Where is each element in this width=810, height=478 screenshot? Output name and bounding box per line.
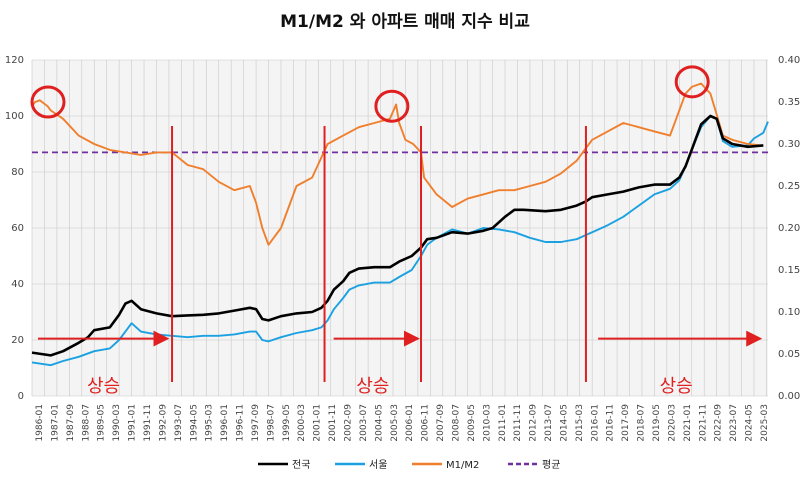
x-tick-label: 2001-11	[328, 404, 338, 442]
grid	[31, 59, 768, 397]
series-line-m1m2	[31, 82, 764, 246]
y-left-tick-label: 20	[11, 335, 24, 346]
x-tick-label: 2012-09	[529, 404, 539, 442]
peak-circle	[674, 65, 710, 99]
legend-label: 전국	[292, 459, 310, 471]
rise-label: 상승	[87, 376, 120, 397]
x-tick-label: 2005-03	[390, 404, 400, 442]
x-tick-label: 2015-03	[575, 404, 585, 442]
x-axis: 1986-01 1987-01 1987-09 1988-07 1989-05 1990-…	[35, 404, 770, 442]
x-tick-label: 1992-09	[158, 404, 168, 442]
y-left-tick-label: 40	[11, 279, 24, 290]
series-lines	[31, 82, 769, 367]
peak-circle	[374, 89, 410, 123]
y-left-tick-label: 100	[5, 111, 24, 122]
y-right-tick-label: 0.25	[778, 181, 800, 192]
x-tick-label: 1987-09	[66, 404, 76, 442]
x-tick-label: 2023-07	[729, 404, 739, 442]
rise-label: 상승	[356, 376, 389, 397]
x-tick-label: 1996-01	[220, 404, 230, 442]
x-tick-label: 2003-07	[359, 404, 369, 442]
x-tick-label: 2017-09	[621, 404, 631, 442]
x-tick-label: 2011-11	[513, 404, 523, 442]
x-tick-label: 1987-01	[50, 404, 60, 442]
x-tick-label: 2009-05	[467, 404, 477, 442]
x-tick-label: 1994-05	[189, 404, 199, 442]
y-left-tick-label: 0	[18, 391, 24, 402]
x-tick-label: 2025-03	[760, 404, 770, 442]
x-tick-label: 2011-01	[498, 404, 508, 442]
x-tick-label: 2016-11	[606, 404, 616, 442]
x-tick-label: 1993-07	[174, 404, 184, 442]
x-tick-label: 2007-09	[436, 404, 446, 442]
y-right-tick-label: 0.20	[778, 223, 800, 234]
x-tick-label: 1989-05	[97, 404, 107, 442]
x-tick-label: 1996-11	[236, 404, 246, 442]
x-tick-label: 2000-03	[297, 404, 307, 442]
x-tick-label: 1997-09	[251, 404, 261, 442]
legend-label: 평균	[542, 459, 560, 471]
y-right-tick-label: 0.15	[778, 265, 800, 276]
x-tick-label: 1990-03	[112, 404, 122, 442]
y-left-tick-label: 60	[11, 223, 24, 234]
legend-label: 서울	[369, 459, 387, 471]
rise-label: 상승	[660, 376, 693, 397]
x-tick-label: 2006-01	[405, 404, 415, 442]
y-right-tick-label: 0.00	[778, 391, 800, 402]
y-right-tick-label: 0.10	[778, 307, 800, 318]
x-tick-label: 2021-01	[683, 404, 693, 442]
x-tick-label: 2024-05	[745, 404, 755, 442]
x-tick-label: 1998-07	[266, 404, 276, 442]
x-tick-label: 2010-03	[482, 404, 492, 442]
y-axis-right: 0.00 0.05 0.10 0.15 0.20 0.25 0.30 0.35 0.40	[778, 55, 800, 402]
legend: 전국 서울 M1/M2 평균	[258, 459, 560, 471]
x-tick-label: 2014-05	[559, 404, 569, 442]
legend-label: M1/M2	[446, 460, 479, 471]
x-tick-label: 1995-03	[205, 404, 215, 442]
y-left-tick-label: 80	[11, 167, 24, 178]
x-tick-label: 2006-11	[421, 404, 431, 442]
y-right-tick-label: 0.30	[778, 139, 800, 150]
x-tick-label: 1991-01	[128, 404, 138, 442]
y-right-tick-label: 0.35	[778, 97, 800, 108]
x-tick-label: 2002-09	[344, 404, 354, 442]
annotations: 상승 상승 상승	[30, 65, 763, 397]
x-tick-label: 2018-07	[637, 404, 647, 442]
x-tick-label: 1988-07	[81, 404, 91, 442]
x-tick-label: 2016-01	[590, 404, 600, 442]
x-tick-label: 2008-07	[451, 404, 461, 442]
x-tick-label: 2022-09	[714, 404, 724, 442]
x-tick-label: 1991-11	[143, 404, 153, 442]
x-tick-label: 2020-03	[667, 404, 677, 442]
y-right-tick-label: 0.05	[778, 349, 800, 360]
x-tick-label: 2019-05	[652, 404, 662, 442]
x-tick-label: 2013-07	[544, 404, 554, 442]
x-tick-label: 2004-05	[374, 404, 384, 442]
y-left-tick-label: 120	[5, 55, 24, 66]
y-right-tick-label: 0.40	[778, 55, 800, 66]
y-axis-left: 0 20 40 60 80 100 120	[5, 55, 24, 402]
x-tick-label: 1986-01	[35, 404, 45, 442]
peak-circle	[30, 85, 66, 119]
chart-title: M1/M2 와 아파트 매매 지수 비교	[280, 12, 530, 32]
x-tick-label: 1999-05	[282, 404, 292, 442]
series-line-national	[31, 114, 764, 357]
x-tick-label: 2001-01	[313, 404, 323, 442]
x-tick-label: 2021-11	[698, 404, 708, 442]
